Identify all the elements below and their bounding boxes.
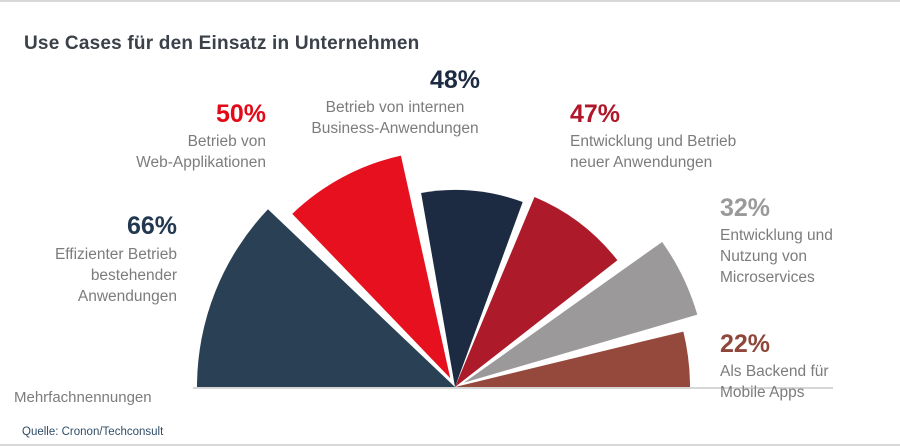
- slice-label-line: Entwicklung und Betrieb: [570, 133, 737, 150]
- slice-percent: 50%: [215, 100, 266, 128]
- slice-label-line: Effizienter Betrieb: [54, 246, 177, 263]
- slice-label-business-anwendungen-percent: 48%: [430, 66, 480, 94]
- slice-percent: 47%: [570, 100, 621, 128]
- bottom-border-line: [0, 444, 900, 446]
- slice-als-backend-fuer-mobile-apps: [455, 331, 690, 387]
- slice-label-line: neuer Anwendungen: [570, 154, 713, 171]
- slice-betrieb-von-internen-business-anwendungen: [421, 189, 523, 387]
- page-title: Use Cases für den Einsatz in Unternehmen: [24, 33, 420, 54]
- slice-label-neue-anwendungen: 47% Entwicklung und Betrieb neuer Anwend…: [570, 100, 736, 173]
- slice-percent: 22%: [720, 330, 771, 358]
- slice-label-line: Anwendungen: [77, 288, 177, 305]
- slice-label-line: Mobile Apps: [720, 384, 805, 401]
- slice-label-line: Als Backend für: [720, 363, 829, 380]
- slice-label-line: bestehender: [90, 267, 177, 284]
- slice-label-web-applikationen: 50% Betrieb von Web-Applikationen: [136, 100, 266, 173]
- slice-label-line: Microservices: [720, 269, 815, 286]
- slice-effizienter-betrieb-bestehender-anwendungen: [197, 209, 455, 387]
- slice-label-business-anwendungen: Betrieb von internen Business-Anwendunge…: [285, 97, 505, 139]
- slice-entwicklung-und-betrieb-neuer-anwendungen: [455, 196, 618, 387]
- multiple-answers-note: Mehrfachnennungen: [14, 389, 152, 406]
- slice-label-line: Web-Applikationen: [136, 154, 266, 171]
- slice-label-line: Business-Anwendungen: [311, 120, 479, 137]
- slice-betrieb-von-web-applikationen: [292, 155, 451, 379]
- top-border-line: [0, 0, 900, 2]
- slice-label-microservices: 32% Entwicklung und Nutzung von Microser…: [720, 194, 833, 288]
- slice-percent: 32%: [720, 194, 771, 222]
- source-credit: Quelle: Cronon/Techconsult: [22, 426, 164, 438]
- slice-percent: 66%: [126, 212, 177, 240]
- slice-label-line: Entwicklung und: [720, 227, 833, 244]
- slice-label-effizienter-betrieb: 66% Effizienter Betrieb bestehender Anwe…: [55, 212, 177, 307]
- slice-entwicklung-und-nutzung-von-microservices: [464, 241, 698, 383]
- slice-label-mobile-apps: 22% Als Backend für Mobile Apps: [720, 330, 829, 403]
- slice-label-line: Betrieb von internen: [325, 99, 465, 116]
- slice-percent: 48%: [430, 66, 481, 94]
- slice-label-line: Nutzung von: [720, 248, 808, 265]
- slice-label-line: Betrieb von: [187, 133, 266, 150]
